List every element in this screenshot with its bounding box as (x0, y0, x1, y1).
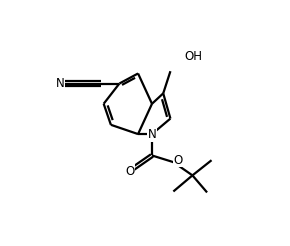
Text: OH: OH (184, 50, 203, 63)
Text: O: O (125, 165, 134, 178)
Text: N: N (148, 128, 156, 141)
Text: O: O (174, 154, 183, 167)
Text: N: N (56, 77, 64, 90)
